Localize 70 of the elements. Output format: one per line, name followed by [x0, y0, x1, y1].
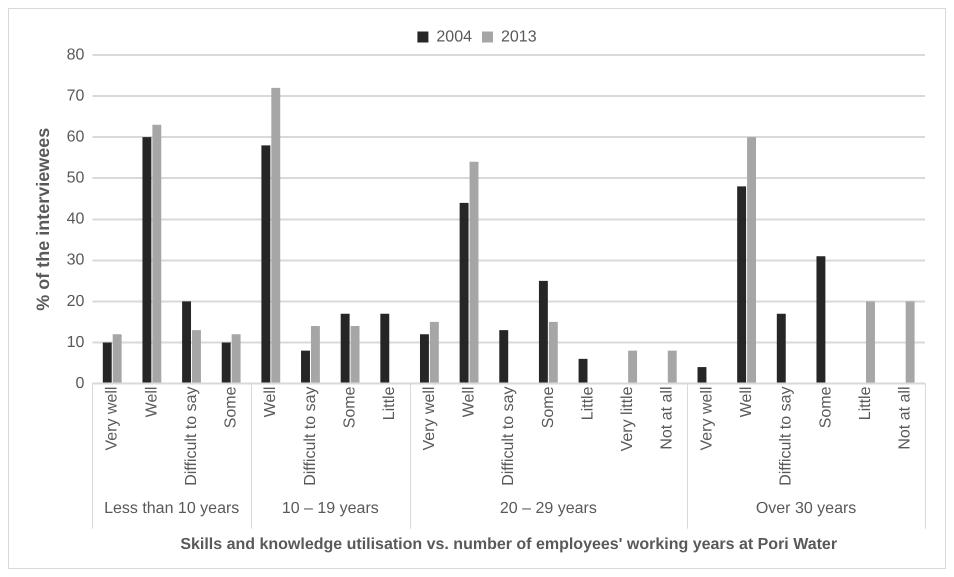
bar: [499, 330, 508, 383]
bar: [380, 314, 390, 383]
x-tick-label: Well: [143, 386, 160, 418]
x-tick-label: Difficult to say: [778, 386, 795, 486]
x-tick-label: Not at all: [896, 386, 914, 450]
bar: [102, 342, 112, 383]
x-tick-label: Some: [817, 386, 834, 428]
bar: [548, 322, 558, 383]
x-tick-label: Little: [856, 386, 874, 420]
y-axis-title: % of the interviewees: [32, 128, 53, 311]
x-tick-label: Some: [540, 386, 557, 428]
x-tick-label: Not at all: [658, 386, 676, 450]
bar: [340, 314, 350, 383]
x-axis-title: Skills and knowledge utilisation vs. number of employees' working years at Pori Water: [180, 536, 838, 553]
x-tick-label: Very well: [698, 386, 716, 451]
bar: [271, 88, 280, 383]
x-tick-label: Some: [342, 386, 359, 428]
x-tick-label: Very well: [420, 386, 438, 451]
bar: [668, 350, 677, 383]
bar: [112, 334, 122, 383]
bar: [350, 326, 360, 383]
bar: [310, 326, 320, 383]
legend-label: 2004: [436, 28, 472, 46]
x-tick-label: Little: [579, 386, 596, 420]
y-tick-label: 20: [66, 292, 84, 310]
bar: [816, 256, 826, 383]
bar: [301, 350, 310, 383]
y-tick-label: 50: [66, 170, 84, 187]
x-tick-label: Well: [262, 386, 280, 418]
x-tick-label: Difficult to say: [500, 386, 518, 486]
bar: [747, 137, 756, 383]
bar: [628, 350, 638, 383]
bar: [232, 334, 241, 383]
y-tick-label: 60: [66, 128, 84, 146]
bar: [578, 358, 588, 383]
bar: [192, 330, 201, 383]
bar: [906, 301, 915, 383]
y-tick-label: 70: [66, 87, 84, 104]
bar: [470, 162, 478, 383]
text: Less than 10 years: [104, 500, 240, 518]
y-tick-label: 0: [75, 374, 84, 392]
bar: [698, 367, 706, 383]
text: Over 30 years: [756, 500, 856, 518]
bar: [182, 301, 192, 383]
bar: [430, 322, 439, 383]
y-tick-label: 10: [66, 334, 84, 351]
bar: [152, 124, 162, 383]
bar: [222, 342, 231, 383]
y-tick-label: 80: [66, 46, 84, 64]
x-tick-label: Well: [460, 386, 478, 418]
y-tick-label: 40: [66, 210, 84, 228]
x-tick-label: Very little: [619, 386, 636, 452]
x-tick-label: Difficult to say: [302, 386, 319, 486]
x-tick-label: Difficult to say: [182, 386, 200, 486]
text: 20 – 29 years: [500, 500, 597, 518]
bar: [737, 186, 746, 383]
x-tick-label: Very well: [104, 386, 121, 451]
x-tick-label: Well: [738, 386, 755, 418]
x-tick-label: Little: [381, 386, 398, 420]
y-tick-label: 30: [66, 252, 84, 269]
legend-label: 2013: [501, 28, 537, 46]
x-tick-label: Some: [222, 386, 240, 428]
bar: [866, 301, 875, 383]
bar: [538, 280, 548, 383]
bar: [776, 314, 786, 383]
bar: [142, 137, 152, 383]
bar: [460, 202, 469, 383]
bar: [420, 334, 429, 383]
text: 10 – 19 years: [282, 500, 379, 518]
bar: [261, 145, 270, 383]
